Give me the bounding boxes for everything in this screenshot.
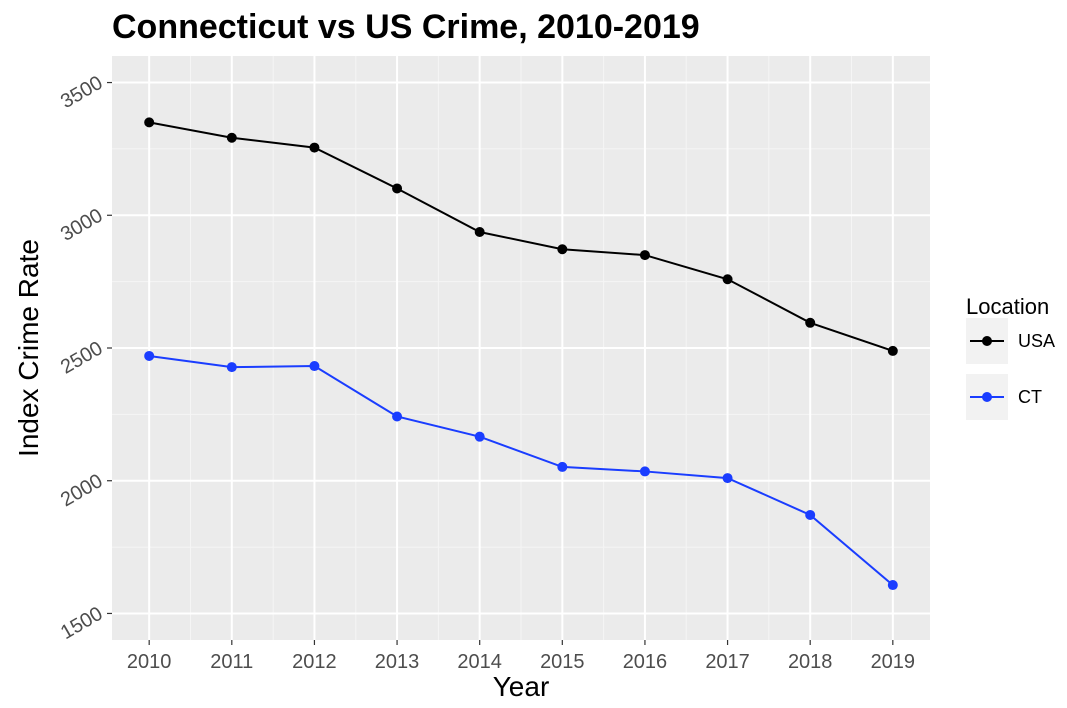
data-point-ct: [392, 411, 403, 422]
x-tick-label: 2018: [788, 651, 833, 673]
series-layer: [144, 117, 898, 591]
data-point-usa: [226, 132, 237, 143]
data-point-usa: [474, 226, 485, 237]
legend-key-point: [982, 336, 992, 346]
data-point-ct: [309, 361, 320, 372]
series-line-ct: [149, 354, 894, 586]
legend-item-ct: CT: [966, 374, 1042, 420]
data-point-ct: [474, 431, 485, 442]
data-point-ct: [805, 509, 816, 520]
data-point-usa: [392, 183, 403, 194]
x-tick-label: 2015: [540, 651, 585, 673]
data-point-ct: [887, 580, 898, 591]
data-point-usa: [144, 117, 155, 128]
y-axis-title: Index Crime Rate: [13, 239, 44, 457]
data-point-ct: [557, 461, 568, 472]
data-point-usa: [805, 317, 816, 328]
x-axis: 2010 2011 2012 2013 2014 2015 2016 2017 2018 2019: [127, 640, 915, 673]
y-tick-label: 2000: [57, 470, 107, 511]
data-point-usa: [639, 250, 650, 261]
series-ct: [144, 350, 898, 591]
data-point-usa: [557, 244, 568, 255]
y-tick-label: 3500: [57, 72, 107, 113]
x-tick-label: 2013: [375, 651, 420, 673]
chart-title: Connecticut vs US Crime, 2010-2019: [112, 8, 700, 46]
legend-label-ct: CT: [1018, 387, 1042, 407]
legend-item-usa: USA: [966, 318, 1055, 364]
x-tick-label: 2011: [210, 651, 253, 673]
legend: Location USA CT: [966, 294, 1055, 420]
data-point-usa: [722, 274, 733, 285]
legend-title: Location: [966, 294, 1049, 319]
data-point-usa: [309, 142, 320, 153]
data-point-ct: [144, 350, 155, 361]
grid-major: [112, 56, 930, 640]
legend-items: USA CT: [966, 318, 1055, 420]
x-tick-label: 2016: [623, 651, 668, 673]
data-point-ct: [722, 473, 733, 484]
data-point-usa: [887, 345, 898, 356]
x-tick-label: 2012: [292, 651, 337, 673]
series-line-usa: [148, 121, 894, 352]
data-point-ct: [226, 362, 237, 373]
series-usa: [144, 117, 898, 356]
y-tick-label: 1500: [57, 603, 107, 644]
y-tick-label: 3000: [57, 205, 107, 246]
x-tick-label: 2019: [871, 651, 916, 673]
data-point-ct: [639, 466, 650, 477]
y-tick-label: 2500: [57, 337, 107, 378]
legend-label-usa: USA: [1018, 331, 1055, 351]
x-tick-label: 2014: [457, 651, 502, 673]
x-axis-title: Year: [493, 671, 550, 702]
legend-key-point: [982, 392, 992, 402]
x-tick-label: 2017: [705, 651, 750, 673]
y-axis: 1500 2000 2500 3000 3500: [57, 72, 112, 644]
x-tick-label: 2010: [127, 651, 172, 673]
